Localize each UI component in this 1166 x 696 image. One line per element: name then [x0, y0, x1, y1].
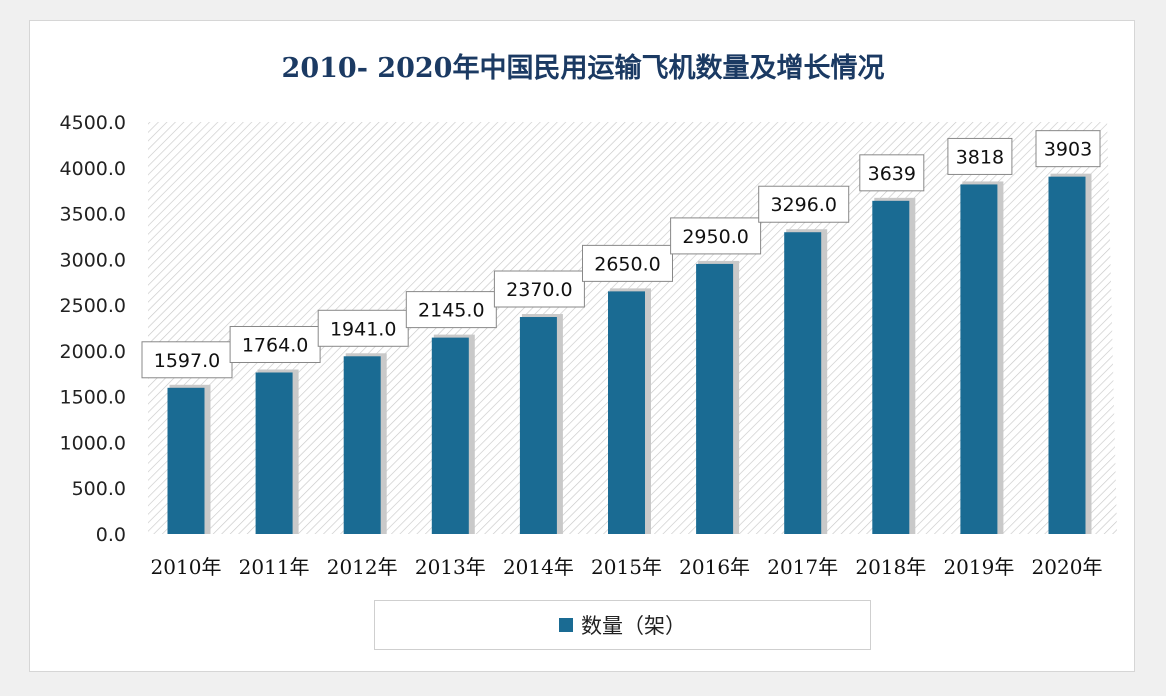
x-tick-label: 2012年 — [327, 555, 398, 579]
data-label: 3818 — [956, 146, 1004, 168]
bar — [167, 387, 205, 534]
bar — [255, 372, 293, 534]
data-label: 2145.0 — [418, 300, 484, 322]
data-label-box — [1035, 130, 1101, 168]
data-label-box — [859, 154, 925, 192]
bar — [431, 337, 469, 534]
y-tick-label: 3500.0 — [60, 204, 126, 226]
legend-swatch — [559, 618, 573, 632]
bar — [784, 232, 822, 534]
data-label-box — [947, 137, 1013, 175]
bar — [343, 356, 381, 534]
y-tick-label: 2000.0 — [60, 341, 126, 363]
y-axis: 0.0 500.0 1000.0 1500.0 2000.0 2500.0 3000.0 35… — [60, 112, 126, 546]
chart-title: 2010- 2020年中国民用运输飞机数量及增长情况 — [281, 53, 885, 84]
data-labels: 1597.0 1764.0 1941.0 2145.0 2370.0 2650.0 2950… — [141, 130, 1101, 379]
data-label-box — [317, 309, 409, 347]
data-label: 3903 — [1044, 139, 1092, 161]
data-label-box — [582, 244, 673, 282]
y-tick-label: 4500.0 — [60, 112, 126, 134]
x-tick-label: 2020年 — [1032, 555, 1103, 579]
y-tick-label: 4000.0 — [60, 158, 126, 180]
data-label: 1764.0 — [242, 334, 308, 356]
y-tick-label: 500.0 — [72, 478, 126, 500]
data-label: 2370.0 — [506, 279, 572, 301]
x-axis: 2010年 2011年 2012年 2013年 2014年 2015年 2016年 2017年… — [151, 555, 1103, 579]
x-tick-label: 2014年 — [503, 555, 574, 579]
bar — [608, 291, 645, 534]
y-tick-label: 3000.0 — [60, 249, 126, 271]
bar-series — [167, 173, 1092, 534]
legend-label: 数量（架） — [581, 614, 686, 638]
data-label-box — [758, 185, 850, 223]
data-label: 3639 — [868, 163, 916, 185]
bar — [1048, 176, 1086, 534]
x-tick-label: 2019年 — [943, 555, 1014, 579]
bar — [960, 184, 998, 534]
x-tick-label: 2011年 — [239, 555, 310, 579]
data-label: 3296.0 — [770, 194, 836, 216]
x-tick-label: 2018年 — [855, 555, 926, 579]
data-label: 1941.0 — [330, 318, 396, 340]
x-tick-label: 2016年 — [679, 555, 750, 579]
x-tick-label: 2013年 — [415, 555, 486, 579]
y-tick-label: 0.0 — [96, 524, 126, 546]
bar — [872, 200, 910, 534]
y-tick-label: 2500.0 — [60, 295, 126, 317]
data-label: 1597.0 — [154, 350, 220, 372]
data-label-box — [670, 217, 762, 255]
data-label-box — [229, 325, 321, 363]
y-tick-label: 1500.0 — [60, 387, 126, 409]
bar — [519, 317, 557, 534]
x-tick-label: 2010年 — [151, 555, 222, 579]
legend: 数量（架） — [374, 600, 871, 650]
data-label-box — [405, 291, 497, 329]
data-label: 2650.0 — [594, 253, 660, 275]
bar — [696, 263, 734, 534]
data-label-box — [493, 270, 585, 308]
x-tick-label: 2015年 — [591, 555, 662, 579]
data-label-box — [141, 341, 233, 379]
y-tick-label: 1000.0 — [60, 432, 126, 454]
data-label: 2950.0 — [682, 226, 748, 248]
x-tick-label: 2017年 — [767, 555, 838, 579]
